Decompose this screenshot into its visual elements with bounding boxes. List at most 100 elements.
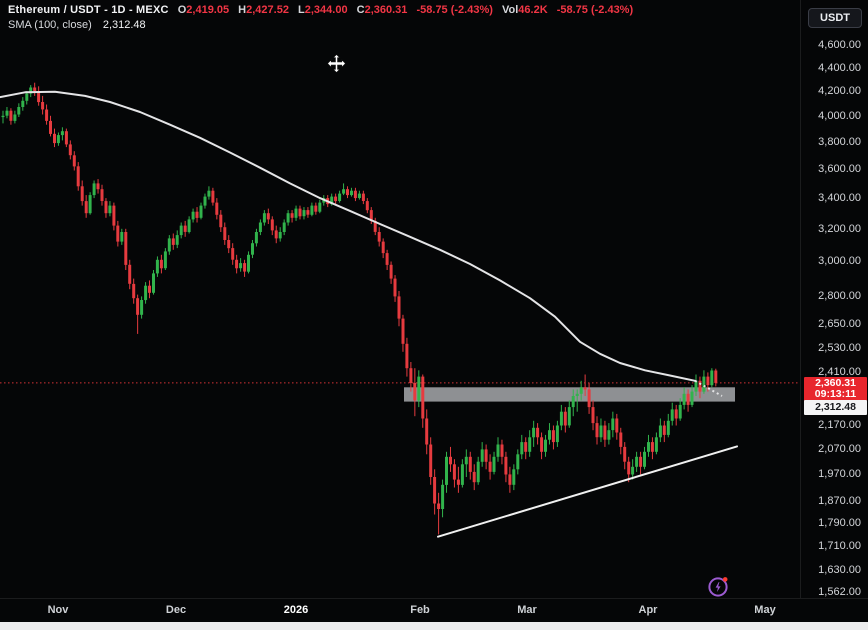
candle-body [247, 254, 250, 272]
candle-body [314, 205, 318, 212]
candle-body [25, 93, 29, 101]
candle-body [361, 193, 365, 201]
candle-body [282, 222, 286, 232]
candle-body [88, 195, 92, 214]
last-price-label: 2,360.31 09:13:11 [804, 377, 867, 401]
candle-body [318, 202, 322, 212]
candle-body [421, 376, 425, 419]
candle-body [706, 376, 710, 386]
bottom-edge-strip [0, 622, 868, 630]
candle-body [484, 449, 488, 462]
close-label: C [356, 4, 365, 16]
price-tick-label: 1,970.00 [818, 468, 861, 480]
candle-body [452, 464, 456, 480]
candle-body [571, 396, 575, 408]
candle-body [330, 196, 334, 205]
candle-body [231, 248, 235, 260]
candle-body [460, 464, 464, 485]
candle-body [603, 425, 607, 440]
price-tick-label: 4,200.00 [818, 85, 861, 97]
price-tick-label: 3,800.00 [818, 136, 861, 148]
candle-body [504, 456, 508, 475]
change-value: -58.75 (-2.43%) [416, 4, 493, 16]
candle-body [385, 253, 389, 265]
candle-body [658, 425, 662, 438]
candle-body [92, 183, 96, 196]
candle-body [144, 285, 148, 301]
candle-body [551, 430, 555, 443]
candle-body [239, 263, 243, 269]
candle-body [45, 109, 49, 121]
candle-body [84, 201, 88, 214]
price-tick-label: 2,800.00 [818, 290, 861, 302]
candle-body [350, 190, 353, 196]
candle-body [682, 393, 686, 405]
candle-body [294, 208, 298, 218]
candle-body [666, 420, 670, 435]
candle-body [512, 469, 516, 485]
candle-body [619, 432, 623, 447]
candle-body [5, 110, 9, 116]
candle-body [254, 232, 258, 244]
candle-body [187, 219, 191, 232]
candle-body [694, 380, 698, 392]
price-tick-label: 4,000.00 [818, 110, 861, 122]
candle-body [488, 461, 492, 472]
close-value: 2,360.31 [364, 4, 408, 16]
candle-body [72, 155, 76, 167]
candle-body [520, 442, 524, 455]
candle-body [29, 87, 33, 94]
candle-body [41, 102, 45, 110]
candle-body [60, 131, 64, 136]
price-tick-label: 2,070.00 [818, 443, 861, 455]
candle-body [76, 166, 80, 187]
candle-body [290, 213, 294, 218]
candle-body [702, 376, 706, 392]
candle-body [437, 503, 441, 509]
volume-change-value: -58.75 (-2.43%) [556, 4, 634, 16]
trendline-drawing[interactable] [437, 445, 738, 538]
symbol-title[interactable]: Ethereum / USDT - 1D - MEXC [8, 4, 169, 16]
supply-zone-rectangle[interactable] [404, 387, 735, 402]
candle-body [9, 110, 13, 121]
purple-circle-icon [708, 577, 728, 597]
candle-body [13, 114, 17, 121]
time-tick-nov: Nov [47, 604, 69, 616]
candle-body [583, 387, 587, 390]
candle-body [68, 144, 72, 156]
candle-body [53, 133, 56, 144]
open-label: O [177, 4, 187, 16]
candle-body [536, 427, 540, 438]
volume-value: 46.2K [518, 4, 548, 16]
candle-body [37, 91, 41, 103]
time-axis[interactable]: Nov Dec 2026 Feb Mar Apr May [0, 598, 868, 623]
candle-body [575, 393, 579, 396]
candle-body [152, 273, 155, 293]
candle-body [381, 241, 385, 254]
price-axis[interactable]: 2,360.31 09:13:11 2,312.48 4,600.00 4,400… [800, 0, 868, 598]
currency-toggle-button[interactable]: USDT [808, 8, 862, 28]
price-tick-label: 2,410.00 [818, 366, 861, 378]
time-tick-dec: Dec [165, 604, 187, 616]
candle-body [492, 456, 496, 472]
candle-body [413, 383, 417, 401]
indicator-value: 2,312.48 [102, 19, 146, 31]
candle-body [251, 243, 254, 255]
candle-body [128, 264, 132, 284]
candle-body [49, 120, 52, 134]
candle-body [595, 423, 599, 438]
indicator-row[interactable]: SMA (100, close) 2,312.48 [8, 18, 633, 33]
low-value: 2,344.00 [304, 4, 348, 16]
candle-body [223, 227, 227, 240]
candle-body [215, 202, 219, 215]
price-chart-canvas[interactable] [0, 0, 801, 598]
candle-body [639, 456, 643, 467]
candle-body [401, 318, 405, 344]
candle-body [112, 205, 116, 226]
lightning-widget-button[interactable] [705, 574, 731, 600]
candle-body [132, 283, 136, 299]
candle-body [148, 285, 151, 293]
candle-body [179, 225, 183, 236]
candle-body [393, 278, 397, 297]
